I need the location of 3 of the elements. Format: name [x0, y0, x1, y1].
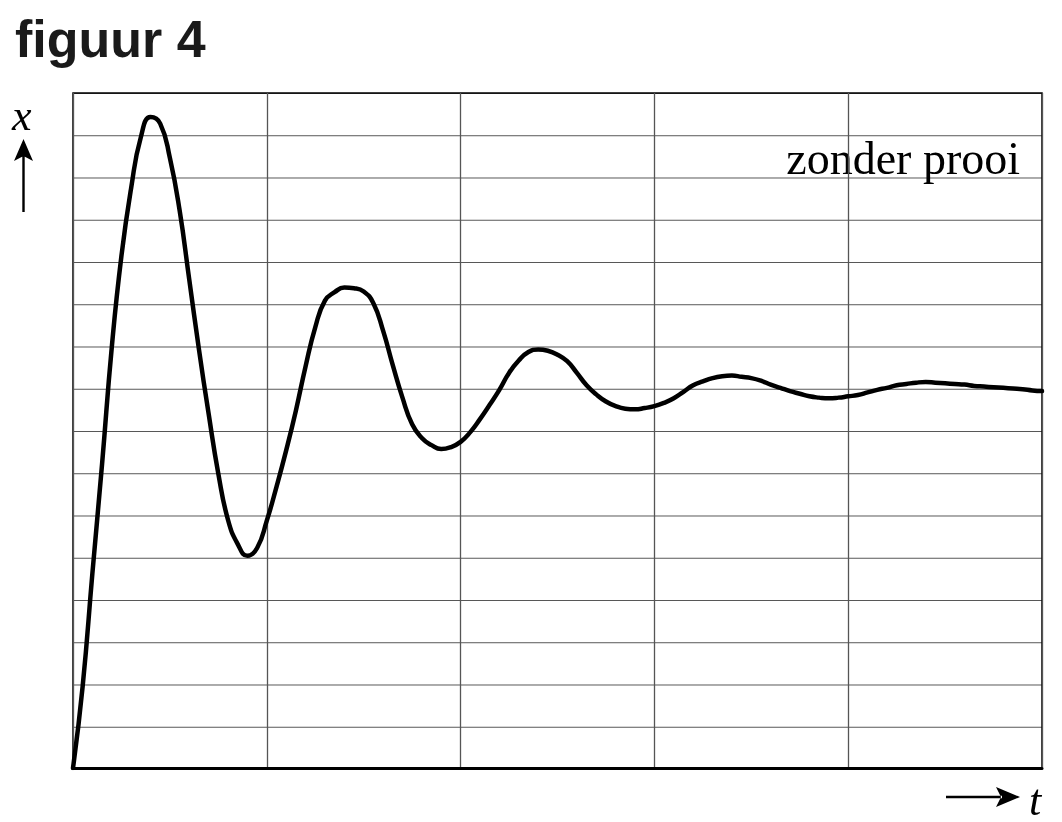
y-axis-title: x	[11, 90, 32, 140]
x-axis-title: t	[1029, 775, 1043, 822]
chart-title: figuur 4	[15, 10, 206, 68]
